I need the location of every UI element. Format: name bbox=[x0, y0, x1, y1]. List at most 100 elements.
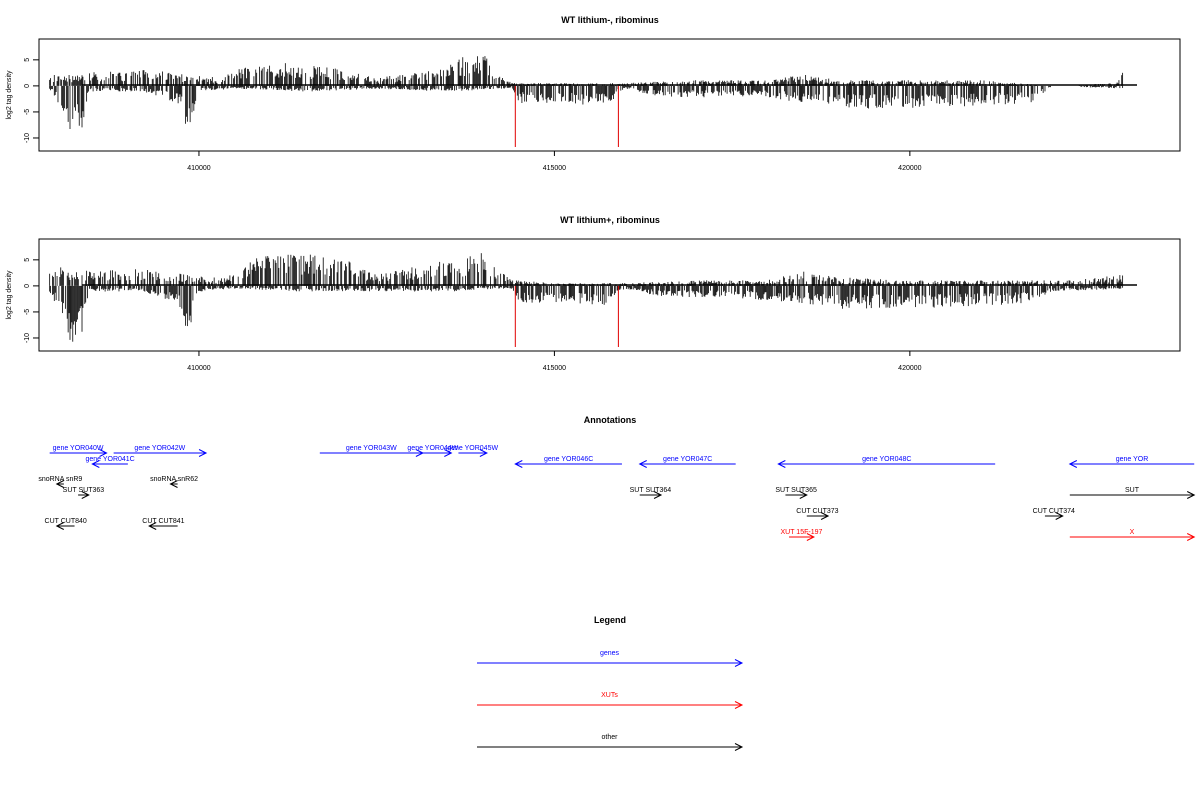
annotation-feature: XUT 15F-197 bbox=[780, 529, 822, 541]
annotation-feature: snoRNA snR62 bbox=[150, 476, 198, 488]
legend-arrow-head bbox=[734, 659, 744, 667]
panel-1-title: WT lithium-, ribominus bbox=[561, 15, 659, 25]
annotation-feature: SUT SUT364 bbox=[630, 487, 672, 499]
annotation-feature: gene YOR042W bbox=[113, 445, 208, 457]
y-tick-label: 5 bbox=[24, 258, 31, 262]
annotation-feature: gene YOR046C bbox=[514, 456, 622, 468]
x-tick-label: 420000 bbox=[898, 365, 921, 372]
feature-label: CUT CUT374 bbox=[1033, 508, 1075, 515]
legend-item: other bbox=[477, 734, 744, 751]
feature-arrow-head bbox=[777, 460, 786, 468]
feature-label: gene YOR048C bbox=[862, 456, 911, 463]
feature-label: CUT CUT373 bbox=[796, 508, 838, 515]
feature-arrow-head bbox=[198, 449, 208, 457]
x-tick-label: 410000 bbox=[187, 365, 210, 372]
annotation-feature: CUT CUT841 bbox=[142, 518, 185, 530]
feature-label: gene YOR043W bbox=[346, 445, 397, 452]
panel-2-bars bbox=[49, 253, 1124, 342]
feature-arrow-head bbox=[1186, 533, 1196, 541]
panel-2-x-axis: 410000 415000 420000 bbox=[187, 351, 922, 372]
feature-arrow-head bbox=[1055, 512, 1064, 520]
legend-arrow-head bbox=[734, 701, 744, 709]
feature-label: CUT CUT841 bbox=[142, 518, 184, 525]
feature-label: snoRNA snR9 bbox=[38, 476, 82, 483]
annotation-feature: gene YOR041C bbox=[85, 456, 135, 468]
feature-label: gene YOR041C bbox=[85, 456, 134, 463]
annotation-feature: gene YOR047C bbox=[638, 456, 736, 468]
feature-arrow-head bbox=[1186, 491, 1196, 499]
annotation-feature: gene YOR bbox=[1068, 456, 1195, 468]
legend-arrow-head bbox=[734, 743, 744, 751]
annotation-feature: CUT CUT373 bbox=[796, 508, 839, 520]
feature-label: gene YOR046C bbox=[544, 456, 593, 463]
annotation-feature: CUT CUT840 bbox=[45, 518, 87, 530]
panel-1-y-axis: -10 -5 0 5 bbox=[24, 58, 39, 143]
legend-label: XUTs bbox=[601, 692, 618, 699]
legend-title: Legend bbox=[594, 615, 626, 625]
panel-1-frame bbox=[38, 38, 1181, 152]
feature-arrow-head bbox=[653, 491, 663, 499]
annotation-feature: gene YOR048C bbox=[777, 456, 996, 468]
y-tick-label: -10 bbox=[24, 133, 31, 143]
y-tick-label: -10 bbox=[24, 333, 31, 343]
y-tick-label: -5 bbox=[24, 109, 31, 115]
feature-arrow-head bbox=[55, 480, 64, 488]
legend-items: genes XUTs other bbox=[477, 650, 744, 751]
annotation-feature: snoRNA snR9 bbox=[38, 476, 82, 488]
annotations-title: Annotations bbox=[584, 415, 637, 425]
panel-2-markers bbox=[514, 285, 619, 347]
feature-arrow-head bbox=[514, 460, 523, 468]
legend-label: genes bbox=[600, 650, 620, 657]
feature-label: gene YOR bbox=[1116, 456, 1149, 463]
track-panel-2: WT lithium+, ribominus -10 -5 0 5 410000 415… bbox=[6, 215, 1181, 372]
feature-arrow-head bbox=[799, 491, 808, 499]
feature-arrow-head bbox=[1068, 460, 1078, 468]
feature-label: SUT SUT364 bbox=[630, 487, 672, 494]
annotation-feature: gene YOR044W bbox=[407, 445, 459, 457]
feature-arrow-head bbox=[81, 491, 90, 499]
legend-label: other bbox=[602, 734, 619, 741]
y-tick-label: -5 bbox=[24, 309, 31, 315]
x-tick-label: 415000 bbox=[543, 165, 566, 172]
feature-arrow-head bbox=[806, 533, 816, 541]
annotation-feature: SUT SUT365 bbox=[775, 487, 817, 499]
feature-label: snoRNA snR62 bbox=[150, 476, 198, 483]
feature-arrow-head bbox=[638, 460, 647, 468]
feature-label: gene YOR045W bbox=[447, 445, 498, 452]
y-tick-label: 0 bbox=[24, 284, 31, 288]
feature-arrow-head bbox=[479, 449, 488, 457]
y-tick-label: 0 bbox=[24, 84, 31, 88]
feature-label: gene YOR047C bbox=[663, 456, 712, 463]
feature-label: SUT bbox=[1125, 487, 1140, 494]
annotation-feature: gene YOR045W bbox=[447, 445, 498, 457]
annotation-feature: gene YOR040W bbox=[49, 445, 108, 457]
feature-label: gene YOR044W bbox=[407, 445, 458, 452]
panel-1-y-label: log2 tag density bbox=[6, 70, 13, 120]
y-tick-label: 5 bbox=[24, 58, 31, 62]
annotation-feature: X bbox=[1069, 529, 1196, 541]
feature-arrow-head bbox=[444, 449, 453, 457]
panel-2-y-axis: -10 -5 0 5 bbox=[24, 258, 39, 343]
feature-label: gene YOR040W bbox=[53, 445, 104, 452]
feature-label: X bbox=[1130, 529, 1135, 536]
panel-2-frame bbox=[38, 238, 1181, 352]
track-panel-1: WT lithium-, ribominus -10 -5 0 5 410000 415… bbox=[6, 15, 1181, 172]
feature-arrow-head bbox=[55, 522, 64, 530]
annotation-feature: CUT CUT374 bbox=[1033, 508, 1075, 520]
panel-1-bars bbox=[49, 56, 1124, 129]
panel-1-x-axis: 410000 415000 420000 bbox=[187, 151, 922, 172]
legend-item: XUTs bbox=[477, 692, 744, 709]
panel-2-y-label: log2 tag density bbox=[6, 270, 13, 320]
feature-arrow-head bbox=[169, 480, 178, 488]
panel-2-title: WT lithium+, ribominus bbox=[560, 215, 660, 225]
annotation-feature: SUT SUT363 bbox=[63, 487, 104, 499]
panel-1-markers bbox=[514, 85, 619, 147]
feature-arrow-head bbox=[91, 460, 100, 468]
feature-arrow-head bbox=[99, 449, 108, 457]
legend-item: genes bbox=[477, 650, 744, 667]
legend-panel: Legend genes XUTs other bbox=[477, 615, 744, 751]
feature-label: XUT 15F-197 bbox=[780, 529, 822, 536]
